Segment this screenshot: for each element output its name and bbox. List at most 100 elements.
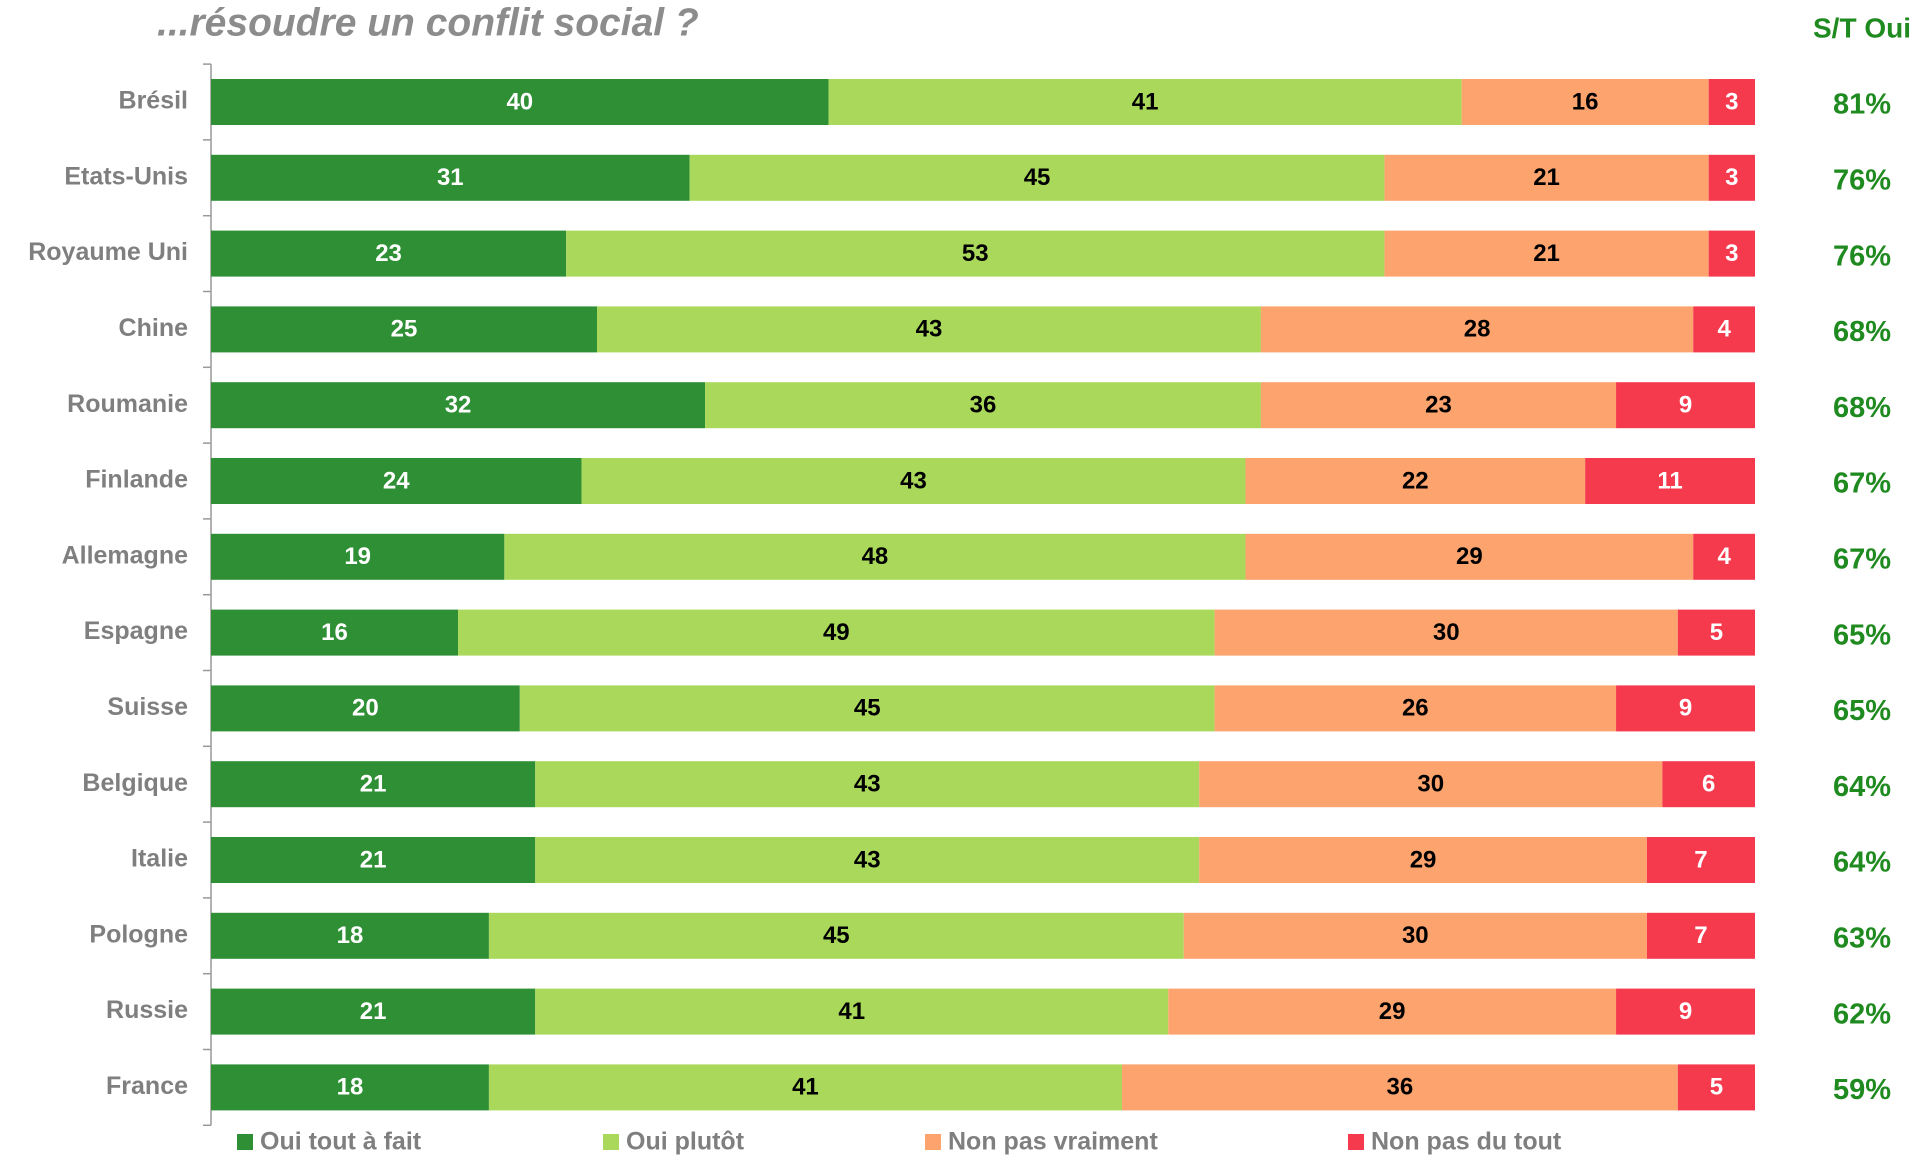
- bar-segment: [211, 761, 536, 808]
- category-label: Espagne: [84, 617, 188, 645]
- value-label: 9: [1679, 998, 1692, 1025]
- legend-swatch: [237, 1134, 253, 1150]
- value-label: 30: [1433, 619, 1460, 646]
- bar-segment: [535, 988, 1169, 1035]
- value-label: 7: [1694, 846, 1707, 873]
- value-label: 36: [1387, 1074, 1414, 1101]
- bar-segment: [211, 533, 505, 580]
- bar-segment: [1121, 1064, 1678, 1111]
- bar-segment: [535, 761, 1200, 808]
- value-label: 3: [1725, 240, 1738, 267]
- value-label: 18: [337, 1074, 364, 1101]
- value-label: 43: [916, 316, 943, 343]
- category-label: Allemagne: [62, 541, 189, 569]
- value-label: 20: [352, 695, 379, 722]
- value-label: 41: [838, 998, 865, 1025]
- bar-segment: [689, 154, 1385, 201]
- subtotal-label: 65%: [1833, 619, 1891, 651]
- bar-segment: [211, 609, 459, 656]
- bar-segment: [1693, 306, 1755, 353]
- chart-title: ...résoudre un conflit social ?: [157, 1, 699, 44]
- value-label: 7: [1694, 922, 1707, 949]
- value-label: 48: [862, 543, 889, 570]
- value-label: 45: [823, 922, 850, 949]
- value-label: 24: [383, 467, 410, 494]
- value-label: 16: [1572, 88, 1599, 115]
- value-label: 29: [1379, 998, 1406, 1025]
- bar-segment: [1384, 154, 1709, 201]
- bar-segment: [211, 382, 706, 429]
- bar-segment: [1214, 609, 1678, 656]
- bar-segment: [211, 458, 582, 504]
- bar-segment: [1260, 382, 1617, 429]
- category-label: Brésil: [119, 87, 188, 115]
- legend-label: Non pas vraiment: [948, 1128, 1158, 1156]
- value-label: 49: [823, 619, 850, 646]
- value-label: 16: [321, 619, 348, 646]
- value-label: 45: [854, 695, 881, 722]
- bar-segment: [1708, 230, 1755, 277]
- value-label: 11: [1657, 467, 1682, 494]
- bar-segment: [519, 685, 1215, 732]
- value-label: 5: [1710, 1074, 1723, 1101]
- subtotal-label: 65%: [1833, 695, 1891, 727]
- value-label: 4: [1717, 543, 1731, 570]
- category-label: Russie: [106, 996, 188, 1024]
- value-label: 29: [1456, 543, 1483, 570]
- legend-swatch: [603, 1134, 619, 1150]
- value-label: 31: [437, 164, 464, 191]
- value-label: 43: [854, 846, 881, 873]
- value-label: 21: [360, 771, 387, 798]
- category-label: Royaume Uni: [28, 238, 188, 266]
- bar-segment: [1616, 988, 1755, 1035]
- value-label: 22: [1402, 467, 1429, 494]
- value-label: 23: [1425, 392, 1452, 419]
- subtotal-label: 64%: [1833, 771, 1891, 803]
- bar-segment: [211, 154, 690, 201]
- subtotal-label: 81%: [1833, 89, 1891, 121]
- value-label: 43: [854, 771, 881, 798]
- bar-segment: [211, 230, 567, 277]
- bar-segment: [535, 837, 1200, 883]
- value-label: 30: [1417, 771, 1444, 798]
- subtotal-label: 62%: [1833, 998, 1891, 1030]
- category-label: Roumanie: [67, 390, 188, 418]
- bar-segment: [1168, 988, 1617, 1035]
- value-label: 5: [1710, 619, 1723, 646]
- bar-segment: [1708, 79, 1755, 125]
- bar-segment: [1245, 533, 1694, 580]
- value-label: 23: [375, 240, 402, 267]
- bar-segment: [828, 79, 1462, 125]
- bar-segment: [211, 912, 489, 959]
- subtotal-label: 76%: [1833, 164, 1891, 196]
- category-label: Italie: [131, 845, 188, 873]
- subtotal-label: 76%: [1833, 240, 1891, 272]
- value-label: 26: [1402, 695, 1429, 722]
- value-label: 25: [391, 316, 418, 343]
- legend-label: Oui plutôt: [626, 1128, 745, 1156]
- value-label: 30: [1402, 922, 1429, 949]
- bar-segment: [1183, 912, 1647, 959]
- bar-segment: [1585, 458, 1755, 504]
- bar-segment: [211, 988, 536, 1035]
- value-label: 6: [1702, 771, 1715, 798]
- value-label: 21: [1533, 164, 1560, 191]
- bar-segment: [1677, 1064, 1755, 1111]
- bar-segment: [1461, 79, 1709, 125]
- bar-segment: [1693, 533, 1755, 580]
- legend-swatch: [925, 1134, 941, 1150]
- subtotal-label: 59%: [1833, 1074, 1891, 1106]
- bar-segment: [211, 1064, 489, 1111]
- value-label: 21: [360, 998, 387, 1025]
- bar-segment: [1616, 685, 1755, 732]
- bar-segment: [1708, 154, 1755, 201]
- value-label: 4: [1717, 316, 1731, 343]
- bar-segment: [211, 685, 520, 732]
- bar-segment: [1646, 912, 1755, 959]
- subtotal-label: 67%: [1833, 543, 1891, 575]
- category-label: Belgique: [82, 769, 188, 797]
- bar-segment: [211, 306, 597, 353]
- subtotal-header: S/T Oui: [1813, 12, 1911, 43]
- value-label: 43: [900, 467, 927, 494]
- value-label: 9: [1679, 695, 1692, 722]
